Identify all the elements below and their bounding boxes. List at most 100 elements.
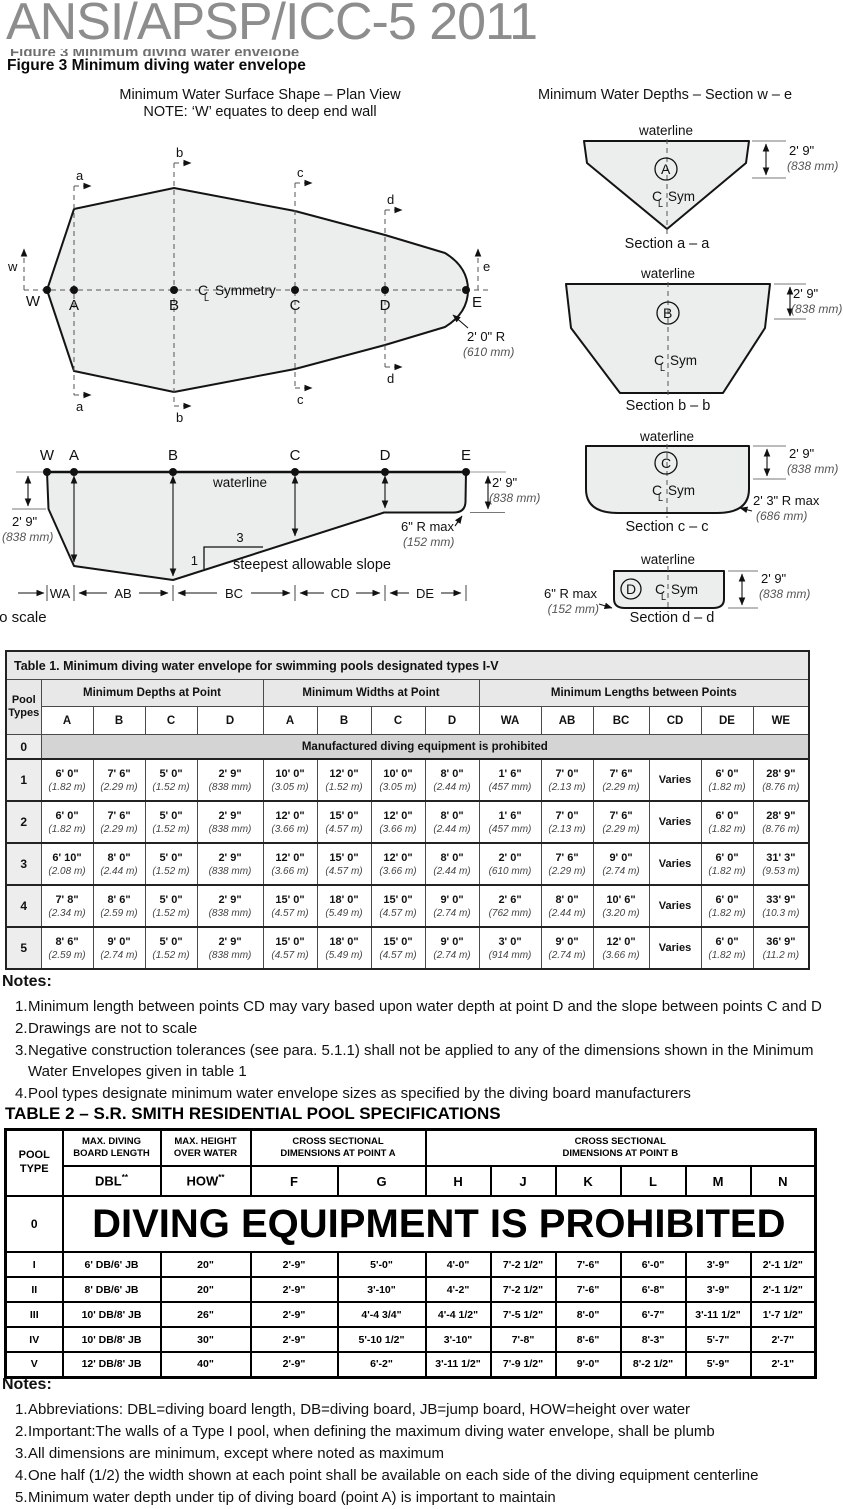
- profile-point-e: E: [461, 447, 471, 464]
- table1-cell: 7' 8" (2.34 m): [40, 884, 94, 928]
- cut-label-a-bottom: a: [76, 399, 84, 414]
- value-imperial: 8' 0": [440, 767, 464, 780]
- svg-text:(838 mm): (838 mm): [787, 462, 838, 476]
- note-item: 4. Pool types designate minimum water env…: [0, 1083, 830, 1104]
- value-metric: (2.44 m): [433, 865, 471, 877]
- table2-row: IV 10' DB/8' JB 30" 2'-9" 5'-10 1/2" 3'-10" 7'…: [4, 1326, 817, 1353]
- value-metric: (2.29 m): [548, 865, 586, 877]
- table1-cell: 12' 0" (1.52 m): [316, 758, 372, 802]
- table1-cell: 7' 0" (2.13 m): [540, 800, 594, 844]
- value-metric: (1.52 m): [152, 949, 190, 961]
- value-metric: (4.57 m): [379, 907, 417, 919]
- note-text: Important:The walls of a Type I pool, wh…: [28, 1423, 715, 1440]
- table2-cell: 3'-10": [336, 1276, 427, 1303]
- table2-subheader-row: DBL** HOW** F G H J K L M N: [6, 1165, 817, 1197]
- value-metric: (3.66 m): [271, 823, 309, 835]
- table2-cell: 4'-0": [424, 1251, 492, 1278]
- value-metric: (1.82 m): [708, 823, 746, 835]
- span-wa: WA: [50, 586, 71, 601]
- svg-text:(838 mm): (838 mm): [787, 159, 838, 173]
- pool-type-4: 4: [5, 884, 42, 928]
- value-metric: (1.52 m): [325, 781, 363, 793]
- value-metric: (2.44 m): [433, 823, 471, 835]
- cut-line-b: b b: [173, 145, 192, 425]
- note-number: 3.: [15, 1445, 28, 1462]
- table1-cell: 6' 0" (1.82 m): [700, 800, 754, 844]
- col-length-we: WE: [752, 706, 810, 735]
- table1-cell: 6' 0" (1.82 m): [700, 758, 754, 802]
- table1-cell: 31' 3" (9.53 m): [752, 842, 810, 886]
- value-metric: (1.82 m): [708, 949, 746, 961]
- table1-cell: 9' 0" (2.74 m): [92, 926, 146, 970]
- value-imperial: 7' 6": [555, 851, 579, 864]
- value-imperial: 28' 9": [766, 809, 796, 822]
- notes-after-table1: Notes: 1. Minimum length between points C…: [0, 973, 830, 1105]
- table1-cell: 15' 0" (4.57 m): [316, 842, 372, 886]
- value-imperial: 12' 0": [275, 851, 305, 864]
- section-d-shape: [613, 570, 725, 609]
- col-dbl: DBL**: [61, 1165, 162, 1197]
- svg-text:(152 mm): (152 mm): [548, 602, 599, 616]
- svg-text:Sym: Sym: [668, 483, 695, 498]
- cut-label-c-top: c: [297, 165, 304, 180]
- plan-view-diagram: a a b b c c d d w e: [7, 145, 514, 425]
- table1-cell: 8' 0" (2.44 m): [92, 842, 146, 886]
- cut-label-c-bottom: c: [297, 392, 304, 407]
- pool-type-3: 3: [5, 842, 42, 886]
- table2-point-a-group: CROSS SECTIONAL DIMENSIONS AT POINT A: [249, 1128, 427, 1167]
- note-item: 5. Minimum water depth under tip of divin…: [0, 1487, 830, 1508]
- value-imperial: 12' 0": [275, 809, 305, 822]
- notes1-heading: Notes:: [2, 973, 52, 990]
- value-metric: (2.44 m): [433, 781, 471, 793]
- section-c-letter: C: [661, 455, 671, 471]
- svg-text:C: C: [655, 581, 665, 597]
- section-d-cl-label: C L Sym: [655, 581, 698, 602]
- table1-cell: 15' 0" (4.57 m): [262, 884, 318, 928]
- profile-radius-annotation: 6" R max (152 mm): [401, 515, 463, 549]
- value-metric: (2.08 m): [48, 865, 86, 877]
- table2-cell: 3'-9": [684, 1276, 752, 1303]
- table-2-title: TABLE 2 – S.R. SMITH RESIDENTIAL POOL SP…: [5, 1104, 501, 1123]
- table2-cell: 5'-9": [684, 1351, 752, 1378]
- notes1-list: 1. Minimum length between points CD may v…: [0, 996, 830, 1104]
- table2-cell: 5'-10 1/2": [336, 1326, 427, 1353]
- section-c-circle: [654, 451, 678, 475]
- table2-cell: 8'-2 1/2": [619, 1351, 687, 1378]
- table1-cell: 10' 0" (3.05 m): [370, 758, 426, 802]
- table1-cell: 2' 6" (762 mm): [478, 884, 542, 928]
- table1-cell: 12' 0" (3.66 m): [262, 800, 318, 844]
- table1-cell: 12' 0" (3.66 m): [262, 842, 318, 886]
- table1-cell: 5' 0" (1.52 m): [144, 884, 198, 928]
- table1-cell: 6' 0" (1.82 m): [40, 800, 94, 844]
- note-number: 4.: [15, 1467, 28, 1484]
- section-b-circle: [656, 301, 680, 325]
- table2-cell: 3'-11 1/2": [684, 1301, 752, 1328]
- svg-text:3: 3: [236, 530, 243, 545]
- table1-subheader-row: A B C D A B C D WA AB BC CD DE WE: [6, 706, 810, 735]
- value-metric: (2.74 m): [548, 949, 586, 961]
- span-bc: BC: [225, 586, 243, 601]
- table1-cell: 12' 0" (3.66 m): [370, 800, 426, 844]
- note-number: 1.: [15, 1401, 28, 1418]
- ghost-text-artifact: Figure 3 Minimum diving water envelope: [10, 49, 450, 56]
- pool-type-0: 0: [4, 1195, 64, 1253]
- value-metric: (2.29 m): [100, 823, 138, 835]
- table2-cell: 2'-9": [249, 1326, 339, 1353]
- svg-text:L: L: [658, 199, 663, 209]
- table2-prohibited-text: DIVING EQUIPMENT IS PROHIBITED: [61, 1195, 817, 1253]
- svg-text:2' 0" R: 2' 0" R: [467, 329, 505, 344]
- profile-point-b: B: [168, 447, 178, 464]
- value-imperial: 6' 0": [715, 935, 739, 948]
- profile-depth-arrows: [70, 475, 389, 577]
- table2-cell: 2'-9": [249, 1251, 339, 1278]
- table1-cell: 10' 6" (3.20 m): [592, 884, 650, 928]
- section-d-diagram: waterline D C L Sym 2' 9" (838 mm) 6" R …: [544, 552, 810, 626]
- cut-line-a: a a: [73, 168, 92, 414]
- value-metric: (5.49 m): [325, 907, 363, 919]
- value-metric: (10.3 m): [762, 907, 800, 919]
- table2-row: I 6' DB/6' JB 20" 2'-9" 5'-0" 4'-0" 7'-2 1/2" 7…: [4, 1251, 817, 1278]
- value-imperial: 8' 0": [555, 893, 579, 906]
- table2-cell: 8' DB/6' JB: [61, 1276, 162, 1303]
- plan-point-w: W: [26, 293, 41, 310]
- table2-cell: 9'-0": [554, 1351, 622, 1378]
